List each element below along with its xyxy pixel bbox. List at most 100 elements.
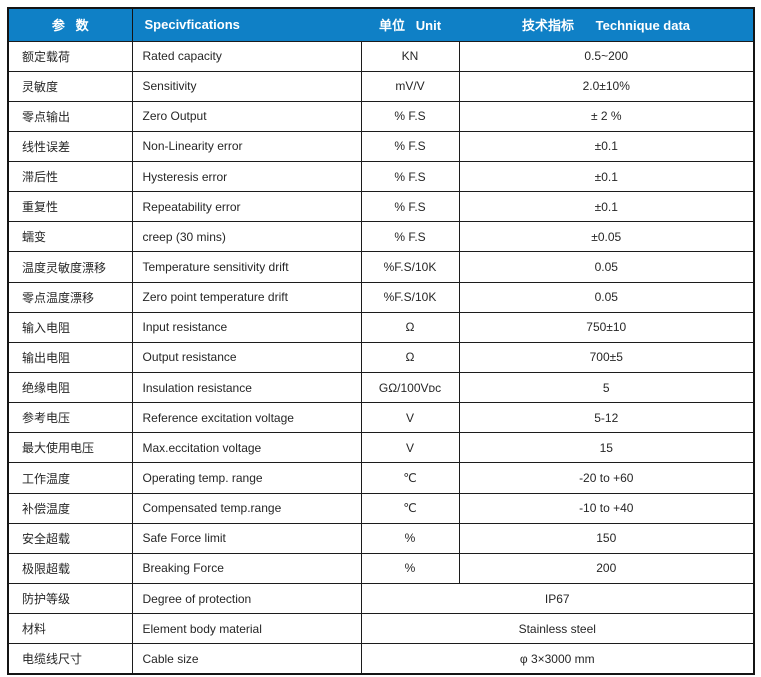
technique-data-value: 200: [458, 552, 755, 585]
parameter-name-cn: 参考电压: [7, 402, 133, 434]
unit-value: % F.S: [360, 130, 460, 163]
parameter-name-cn: 滞后性: [7, 161, 133, 193]
unit-value: % F.S: [360, 100, 460, 132]
table-row: 极限超载 Breaking Force % 200: [7, 552, 755, 585]
parameter-name-cn: 灵敏度: [7, 70, 133, 102]
parameter-name-cn: 最大使用电压: [7, 432, 133, 464]
parameter-name-cn: 补偿温度: [7, 492, 133, 524]
technique-data-value: 0.05: [458, 251, 755, 283]
technique-data-value: ±0.1: [458, 191, 755, 223]
parameter-name-cn: 工作温度: [7, 462, 133, 494]
parameter-name-cn: 输出电阻: [7, 341, 133, 374]
technique-data-value: ±0.1: [458, 130, 755, 163]
parameter-name-cn: 零点输出: [7, 100, 133, 132]
unit-value: %F.S/10K: [360, 251, 460, 283]
header-parameter: 参 数: [8, 8, 133, 41]
table-row: 零点输出 Zero Output % F.S ± 2 %: [7, 100, 755, 132]
technique-data-value: 2.0±10%: [458, 70, 755, 102]
parameter-name-cn: 零点温度漂移: [7, 281, 133, 313]
unit-value: KN: [360, 40, 460, 72]
table-row: 线性误差 Non-Linearity error % F.S ±0.1: [7, 130, 755, 163]
unit-value: Ω: [360, 311, 460, 343]
table-row: 重复性 Repeatability error % F.S ±0.1: [7, 191, 755, 223]
specification-name-en: Cable size: [131, 643, 362, 675]
table-row: 最大使用电压 Max.eccitation voltage V 15: [7, 432, 755, 464]
parameter-name-cn: 蠕变: [7, 221, 133, 253]
header-specifications: Specivfications: [132, 8, 361, 41]
specification-name-en: Temperature sensitivity drift: [131, 251, 362, 283]
technique-data-value: Stainless steel: [360, 613, 755, 645]
unit-value: % F.S: [360, 221, 460, 253]
specification-name-en: Element body material: [131, 613, 362, 645]
parameter-name-cn: 极限超载: [7, 552, 133, 585]
header-technique-data: 技术指标 Technique data: [459, 8, 754, 41]
specification-name-en: Degree of protection: [131, 583, 362, 615]
table-row: 蠕变 creep (30 mins) % F.S ±0.05: [7, 221, 755, 253]
specification-table: 参 数 Specivfications 单位 Unit 技术指标 Techniq…: [7, 7, 755, 675]
parameter-name-cn: 温度灵敏度漂移: [7, 251, 133, 283]
technique-data-value: 700±5: [458, 341, 755, 374]
parameter-name-cn: 绝缘电阻: [7, 372, 133, 404]
table-row: 电缆线尺寸 Cable size φ 3×3000 mm: [7, 643, 755, 675]
specification-name-en: Insulation resistance: [131, 372, 362, 404]
table-row: 材料 Element body material Stainless steel: [7, 613, 755, 645]
unit-value: mV/V: [360, 70, 460, 102]
technique-data-value: 150: [458, 522, 755, 554]
technique-data-value: 0.05: [458, 281, 755, 313]
table-row: 安全超载 Safe Force limit % 150: [7, 522, 755, 554]
technique-data-value: 750±10: [458, 311, 755, 343]
table-row: 补偿温度 Compensated temp.range ℃ -10 to +40: [7, 492, 755, 524]
specification-name-en: Hysteresis error: [131, 161, 362, 193]
specification-name-en: Operating temp. range: [131, 462, 362, 494]
specification-name-en: Compensated temp.range: [131, 492, 362, 524]
specification-name-en: Zero point temperature drift: [131, 281, 362, 313]
specification-name-en: Output resistance: [131, 341, 362, 374]
technique-data-value: 5: [458, 372, 755, 404]
technique-data-value: IP67: [360, 583, 755, 615]
parameter-name-cn: 材料: [7, 613, 133, 645]
table-body: 额定载荷 Rated capacity KN 0.5~200 灵敏度 Sensi…: [7, 40, 755, 675]
specification-name-en: Input resistance: [131, 311, 362, 343]
unit-value: Ω: [360, 341, 460, 374]
parameter-name-cn: 电缆线尺寸: [7, 643, 133, 675]
header-row: 参 数 Specivfications 单位 Unit 技术指标 Techniq…: [8, 8, 754, 41]
technique-data-value: φ 3×3000 mm: [360, 643, 755, 675]
table-row: 工作温度 Operating temp. range ℃ -20 to +60: [7, 462, 755, 494]
unit-value: GΩ/100Vᴅᴄ: [360, 372, 460, 404]
table-row: 输入电阻 Input resistance Ω 750±10: [7, 311, 755, 343]
unit-value: ℃: [360, 462, 460, 494]
parameter-name-cn: 安全超载: [7, 522, 133, 554]
table-row: 额定载荷 Rated capacity KN 0.5~200: [7, 40, 755, 72]
technique-data-value: ± 2 %: [458, 100, 755, 132]
specification-name-en: Sensitivity: [131, 70, 362, 102]
specification-name-en: Rated capacity: [131, 40, 362, 72]
table-row: 输出电阻 Output resistance Ω 700±5: [7, 341, 755, 374]
parameter-name-cn: 输入电阻: [7, 311, 133, 343]
specification-name-en: Non-Linearity error: [131, 130, 362, 163]
table-row: 绝缘电阻 Insulation resistance GΩ/100Vᴅᴄ 5: [7, 372, 755, 404]
parameter-name-cn: 防护等级: [7, 583, 133, 615]
unit-value: %: [360, 552, 460, 585]
specification-name-en: Breaking Force: [131, 552, 362, 585]
unit-value: %: [360, 522, 460, 554]
table-row: 参考电压 Reference excitation voltage V 5-12: [7, 402, 755, 434]
unit-value: %F.S/10K: [360, 281, 460, 313]
technique-data-value: -20 to +60: [458, 462, 755, 494]
specification-name-en: Reference excitation voltage: [131, 402, 362, 434]
table-row: 温度灵敏度漂移 Temperature sensitivity drift %F…: [7, 251, 755, 283]
technique-data-value: 0.5~200: [458, 40, 755, 72]
technique-data-value: 15: [458, 432, 755, 464]
technique-data-value: -10 to +40: [458, 492, 755, 524]
specification-name-en: Zero Output: [131, 100, 362, 132]
header-unit: 单位 Unit: [361, 8, 459, 41]
specification-name-en: Safe Force limit: [131, 522, 362, 554]
table-header: 参 数 Specivfications 单位 Unit 技术指标 Techniq…: [8, 8, 754, 41]
specification-name-en: Repeatability error: [131, 191, 362, 223]
table-row: 零点温度漂移 Zero point temperature drift %F.S…: [7, 281, 755, 313]
unit-value: % F.S: [360, 161, 460, 193]
parameter-name-cn: 额定载荷: [7, 40, 133, 72]
specification-name-en: Max.eccitation voltage: [131, 432, 362, 464]
technique-data-value: 5-12: [458, 402, 755, 434]
unit-value: ℃: [360, 492, 460, 524]
